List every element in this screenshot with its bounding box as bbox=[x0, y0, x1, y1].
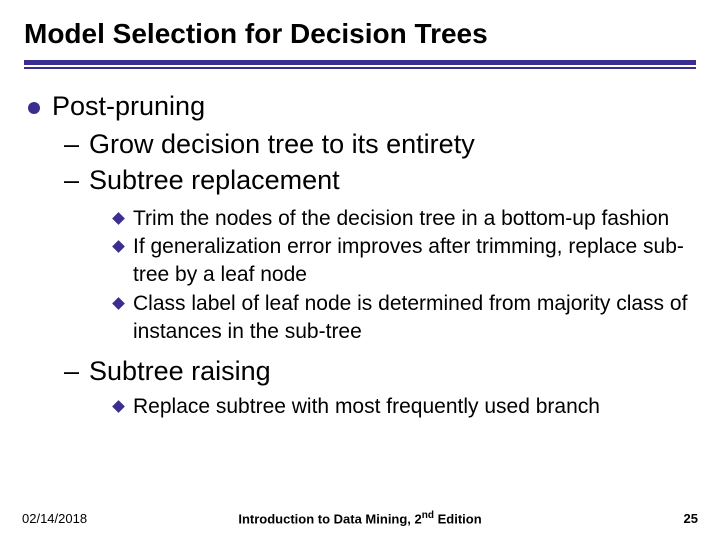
slide-title: Model Selection for Decision Trees bbox=[24, 18, 696, 50]
bullet-level1: Post-pruning bbox=[28, 91, 696, 122]
bullet-level3: Class label of leaf node is determined f… bbox=[114, 290, 696, 347]
bullet-text: Post-pruning bbox=[52, 91, 205, 122]
divider-thick bbox=[24, 60, 696, 65]
bullet-text: Trim the nodes of the decision tree in a… bbox=[133, 205, 669, 233]
bullet-level2: – Subtree replacement bbox=[64, 164, 696, 196]
footer-title-suffix: Edition bbox=[434, 511, 482, 526]
bullet-text: Replace subtree with most frequently use… bbox=[133, 393, 600, 421]
diamond-bullet-icon bbox=[112, 400, 125, 413]
footer-date: 02/14/2018 bbox=[22, 511, 87, 526]
dash-bullet-icon: – bbox=[64, 355, 79, 387]
slide: Model Selection for Decision Trees Post-… bbox=[0, 0, 720, 540]
bullet-text: Subtree raising bbox=[89, 355, 271, 387]
diamond-bullet-icon bbox=[112, 240, 125, 253]
bullet-level2: – Subtree raising bbox=[64, 355, 696, 387]
bullet-level3: Replace subtree with most frequently use… bbox=[114, 393, 696, 421]
diamond-bullet-icon bbox=[112, 297, 125, 310]
bullet-level3: Trim the nodes of the decision tree in a… bbox=[114, 205, 696, 233]
level3-group: Replace subtree with most frequently use… bbox=[114, 393, 696, 421]
bullet-text: Grow decision tree to its entirety bbox=[89, 128, 475, 160]
level3-group: Trim the nodes of the decision tree in a… bbox=[114, 205, 696, 347]
footer: 02/14/2018 Introduction to Data Mining, … bbox=[0, 511, 720, 526]
diamond-bullet-icon bbox=[112, 212, 125, 225]
footer-page-number: 25 bbox=[684, 511, 698, 526]
footer-edition-ordinal: nd bbox=[422, 510, 434, 521]
bullet-level2: – Grow decision tree to its entirety bbox=[64, 128, 696, 160]
bullet-text: Subtree replacement bbox=[89, 164, 340, 196]
circle-bullet-icon bbox=[28, 102, 40, 114]
bullet-text: Class label of leaf node is determined f… bbox=[133, 290, 696, 347]
bullet-level3: If generalization error improves after t… bbox=[114, 233, 696, 290]
footer-title: Introduction to Data Mining, 2nd Edition bbox=[238, 510, 481, 526]
dash-bullet-icon: – bbox=[64, 164, 79, 196]
content-area: Post-pruning – Grow decision tree to its… bbox=[24, 69, 696, 421]
dash-bullet-icon: – bbox=[64, 128, 79, 160]
bullet-text: If generalization error improves after t… bbox=[133, 233, 696, 290]
footer-title-prefix: Introduction to Data Mining, 2 bbox=[238, 511, 421, 526]
